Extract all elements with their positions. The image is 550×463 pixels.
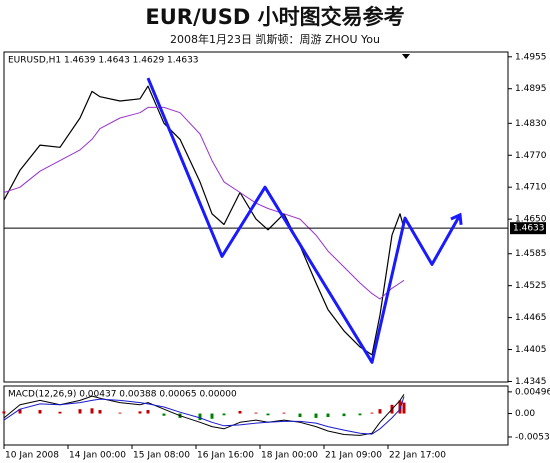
macd-bar (118, 412, 122, 414)
y-tick-label: 1.4830 (515, 119, 547, 129)
subtitle: 2008年1月23日 凯斯顿：周游 ZHOU You (170, 32, 380, 46)
macd-bar (162, 413, 166, 416)
macd-bar (314, 413, 318, 418)
macd-bar (298, 413, 302, 418)
macd-bar (98, 410, 102, 414)
arrow-head (450, 212, 463, 225)
macd-bar (378, 409, 382, 414)
y-tick-label: 0.00 (515, 409, 535, 419)
y-tick-label: -0.00536 (515, 432, 550, 442)
macd-bar (358, 413, 362, 416)
macd-bar (370, 412, 374, 414)
y-tick-label: 1.4895 (515, 84, 547, 94)
current-price-box (510, 222, 546, 235)
macd-bar (90, 408, 94, 414)
shift-marker (402, 54, 410, 59)
panel-info: MACD(12,26,9) 0.00437 0.00388 0.00065 0.… (8, 390, 237, 400)
y-tick-label: 1.4585 (515, 249, 547, 259)
y-tick-label: 0.00496 (515, 387, 550, 397)
y-tick-label: 1.4405 (515, 345, 547, 355)
macd-bar (138, 411, 142, 414)
macd-bar (238, 410, 242, 414)
macd-bar (222, 413, 226, 416)
price-frame (3, 51, 509, 383)
macd-bar (326, 413, 330, 418)
y-tick-label: 1.4710 (515, 183, 547, 193)
zigzag-annotation (146, 77, 462, 364)
macd-bar (254, 412, 258, 414)
macd-bar (342, 413, 346, 417)
macd-bar (146, 410, 150, 414)
macd-bar (2, 411, 6, 414)
macd-bar (282, 412, 286, 414)
x-tick-label: 14 Jan 00:00 (69, 451, 126, 461)
panel-info: EURUSD,H1 1.4639 1.4643 1.4629 1.4633 (8, 56, 199, 66)
macd-line (3, 394, 405, 436)
y-tick-label: 1.4345 (515, 377, 547, 387)
y-tick-label: 1.4525 (515, 281, 547, 291)
x-tick-label: 18 Jan 00:00 (261, 451, 318, 461)
macd-bar (198, 413, 202, 421)
y-tick-label: 1.4650 (515, 215, 547, 225)
macd-bar (398, 400, 402, 414)
macd-bar (78, 409, 82, 414)
x-tick-label: 16 Jan 16:00 (197, 451, 254, 461)
macd-bar (38, 410, 42, 414)
chart-title: EUR/USD 小时图交易参考 (145, 5, 404, 29)
macd-frame (3, 385, 509, 446)
y-tick-label: 1.4955 (515, 52, 547, 62)
macd-bar (18, 409, 22, 414)
current-price-label: 1.4633 (513, 224, 545, 234)
price-line (3, 106, 405, 300)
x-tick-label: 22 Jan 17:00 (389, 451, 446, 461)
macd-bar (210, 413, 214, 419)
x-tick-label: 21 Jan 09:00 (325, 451, 382, 461)
macd-bar (266, 413, 270, 416)
macd-bar (58, 411, 62, 414)
y-tick-label: 1.4770 (515, 151, 547, 161)
y-tick-label: 1.4465 (515, 313, 547, 323)
x-tick-label: 10 Jan 2008 (5, 451, 59, 461)
x-tick-label: 15 Jan 08:00 (133, 451, 190, 461)
macd-line (3, 396, 405, 435)
macd-bar (402, 402, 406, 414)
